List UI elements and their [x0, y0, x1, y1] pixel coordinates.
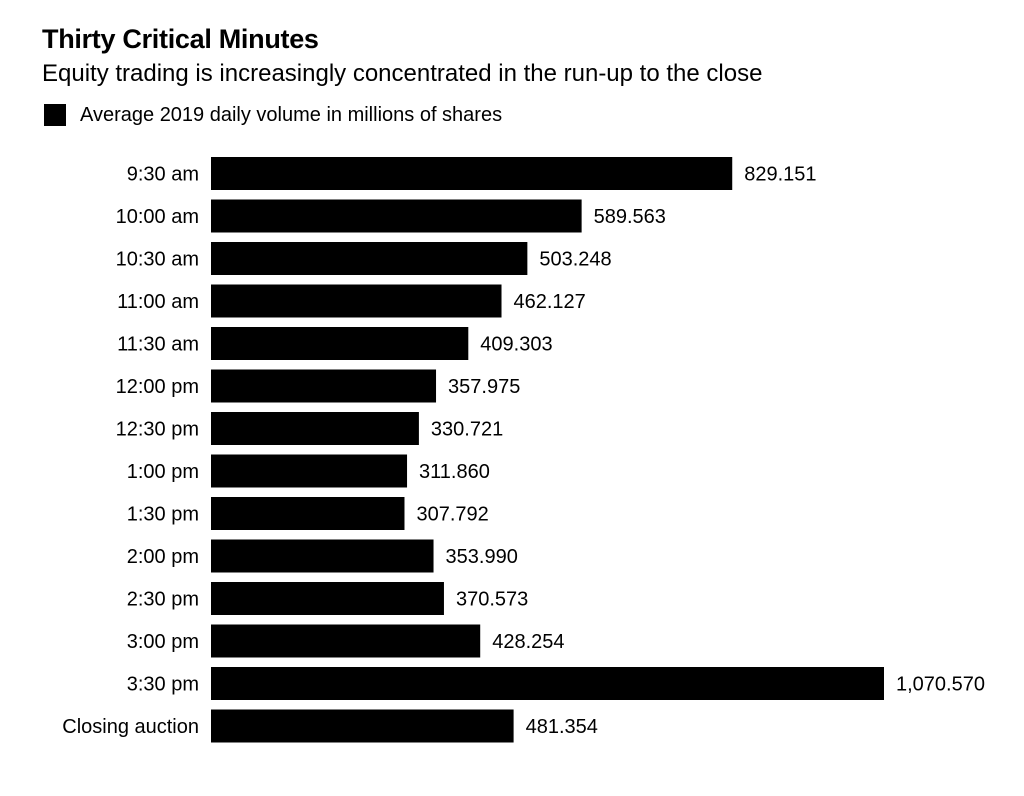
legend-swatch [44, 104, 66, 126]
value-label-closing-auction: 481.354 [526, 716, 598, 738]
value-label-10-30-am: 503.248 [539, 249, 611, 271]
value-label-2-00-pm: 353.990 [446, 546, 518, 568]
chart-subtitle: Equity trading is increasingly concentra… [42, 60, 763, 87]
bar-9-30-am [211, 157, 733, 190]
value-label-12-30-pm: 330.721 [431, 419, 503, 441]
bar-1-30-pm [211, 497, 405, 530]
bar-3-00-pm [211, 624, 481, 658]
category-label-12-00-pm: 12:00 pm [116, 376, 199, 398]
category-label-9-30-am: 9:30 am [127, 164, 199, 186]
value-label-10-00-am: 589.563 [594, 206, 666, 228]
bar-10-00-am [211, 199, 582, 233]
value-label-1-30-pm: 307.792 [416, 504, 488, 526]
category-label-2-30-pm: 2:30 pm [127, 589, 199, 611]
chart-title: Thirty Critical Minutes [42, 24, 319, 54]
category-label-1-00-pm: 1:00 pm [127, 461, 199, 483]
category-label-closing-auction: Closing auction [62, 716, 199, 738]
bar-2-00-pm [211, 539, 434, 573]
bar-10-30-am [211, 242, 528, 275]
value-label-1-00-pm: 311.860 [419, 461, 490, 483]
category-label-12-30-pm: 12:30 pm [116, 419, 199, 441]
value-label-11-30-am: 409.303 [480, 334, 552, 356]
value-label-9-30-am: 829.151 [744, 164, 816, 186]
category-label-10-00-am: 10:00 am [116, 206, 199, 228]
category-label-2-00-pm: 2:00 pm [127, 546, 199, 568]
category-label-3-00-pm: 3:00 pm [127, 631, 199, 653]
category-label-11-30-am: 11:30 am [117, 334, 199, 356]
bar-2-30-pm [211, 582, 444, 615]
value-label-3-00-pm: 428.254 [492, 631, 564, 653]
category-label-11-00-am: 11:00 am [117, 291, 199, 313]
bar-closing-auction [211, 709, 514, 743]
category-label-1-30-pm: 1:30 pm [127, 504, 199, 526]
bar-11-00-am [211, 284, 502, 318]
legend: Average 2019 daily volume in millions of… [44, 102, 502, 128]
category-label-3-30-pm: 3:30 pm [127, 674, 199, 696]
value-label-3-30-pm: 1,070.570 [896, 674, 985, 696]
value-label-2-30-pm: 370.573 [456, 589, 528, 611]
bar-1-00-pm [211, 454, 408, 488]
bar-12-30-pm [211, 412, 419, 445]
legend-label: Average 2019 daily volume in millions of… [80, 103, 503, 126]
bar-12-00-pm [211, 369, 437, 403]
value-label-12-00-pm: 357.975 [448, 376, 520, 398]
bar-3-30-pm [211, 667, 884, 700]
bar-11-30-am [211, 327, 469, 360]
value-label-11-00-am: 462.127 [514, 291, 586, 313]
category-label-10-30-am: 10:30 am [116, 249, 199, 271]
